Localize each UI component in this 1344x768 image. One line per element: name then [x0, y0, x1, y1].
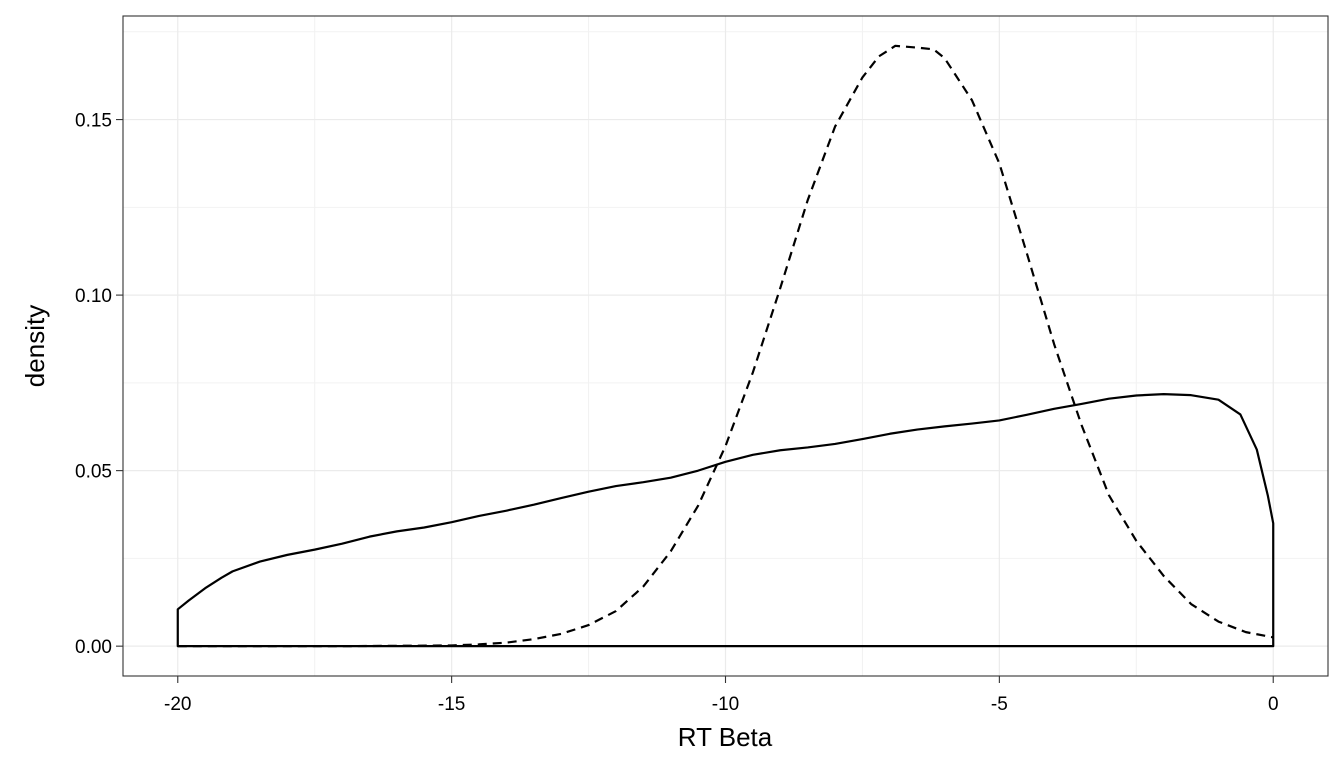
- x-tick-label: -10: [712, 694, 739, 715]
- y-tick-label: 0.15: [75, 111, 112, 132]
- y-axis-title: density: [20, 305, 50, 387]
- y-tick-label: 0.05: [75, 462, 112, 483]
- solid-density-curve: [176, 393, 1275, 648]
- x-tick-label: 0: [1268, 694, 1279, 715]
- x-axis-ticks: -20 -15 -10 -5 0: [164, 676, 1279, 715]
- dashed-density-curve: [177, 44, 1274, 648]
- x-tick-label: -20: [164, 694, 191, 715]
- x-tick-label: -15: [438, 694, 465, 715]
- series-layer: [176, 44, 1275, 648]
- y-tick-label: 0.10: [75, 286, 112, 307]
- y-tick-label: 0.00: [75, 637, 112, 658]
- x-tick-label: -5: [991, 694, 1008, 715]
- y-axis-ticks: 0.00 0.05 0.10 0.15: [75, 111, 123, 658]
- x-axis-title: RT Beta: [678, 722, 773, 752]
- major-gridlines: [123, 16, 1328, 676]
